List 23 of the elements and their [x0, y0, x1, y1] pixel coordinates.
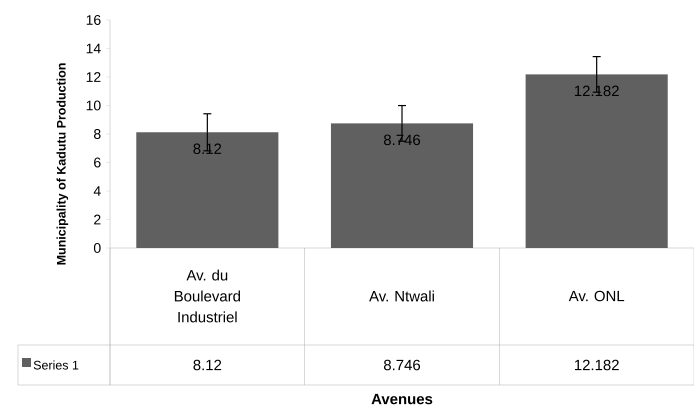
x-axis-title: Avenues: [372, 394, 432, 404]
data-label: 8.12: [193, 360, 222, 370]
y-tick-label: 4: [94, 186, 101, 196]
annotation: 12.182: [574, 86, 619, 96]
y-tick-label: 8: [94, 129, 101, 139]
x-tick-label: Av. Ntwali: [369, 290, 434, 302]
annotation: 8.746: [384, 134, 420, 146]
bar: [330, 123, 474, 248]
y-axis-title: Municipality of Kadutu Production: [56, 63, 68, 265]
y-tick-label: 0: [94, 243, 101, 253]
y-tick-label: 6: [94, 158, 101, 168]
y-tick-label: 14: [86, 44, 101, 54]
x-tick-label: Av. ONL: [568, 290, 624, 302]
data-label: 8.746: [384, 360, 420, 370]
y-tick-label: 10: [86, 100, 101, 110]
bar: [526, 74, 668, 248]
y-tick-label: 16: [86, 15, 101, 25]
x-tick-label: Av. du Boulevard Industriel: [174, 270, 240, 322]
legend-label: Series 1: [34, 360, 78, 370]
data-label: 12.182: [574, 360, 619, 370]
y-tick-label: 2: [94, 214, 100, 224]
y-tick-label: 12: [86, 72, 100, 82]
bar: [136, 132, 278, 248]
